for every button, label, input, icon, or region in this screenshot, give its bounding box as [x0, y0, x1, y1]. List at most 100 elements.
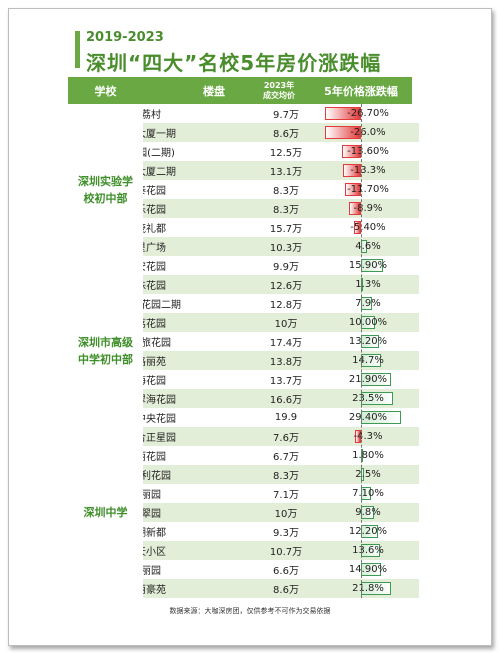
estate-name: 香格丽苑: [126, 357, 166, 368]
zero-axis-line: [361, 104, 362, 598]
change-label: -13.3%: [350, 165, 386, 176]
estate-name: 金翠园: [131, 509, 161, 520]
avg-price: 9.9万: [273, 262, 299, 273]
avg-price: 10.7万: [269, 547, 303, 558]
bar-negative: [353, 221, 361, 234]
estate-name: 东海花园: [126, 376, 166, 387]
change-label: -13.60%: [347, 146, 389, 157]
estate-name: 鹏城合正星园: [116, 433, 176, 444]
table-row: 嘉多利花园 8.3万 2.5%: [75, 465, 419, 484]
school-group-label: 深圳市高级中学初中部: [68, 275, 143, 427]
avg-price: 13.7万: [269, 376, 303, 387]
header-estate: 楼盘: [203, 84, 225, 98]
change-label: 21.90%: [348, 374, 388, 385]
estate-name: 振业翠海花园: [116, 395, 176, 406]
estate-name: 金茂礼都: [126, 224, 166, 235]
estate-name: 港中旅花园: [121, 338, 171, 349]
header-price-line1: 2023年: [263, 80, 295, 90]
table-row: 鹏城合正星园 7.6万 -4.3%: [75, 427, 419, 446]
estate-name: 嘉多利花园: [121, 471, 171, 482]
estate-name: 长乐花园: [126, 205, 166, 216]
avg-price: 17.4万: [269, 338, 303, 349]
table-row: 百花园(二期) 12.5万 -13.60%: [75, 142, 419, 161]
table-row: 东海花园 13.7万 21.90%: [75, 370, 419, 389]
estate-name: 柏丽花园: [126, 452, 166, 463]
change-label: -26.70%: [347, 108, 389, 119]
estate-name: 群星广场: [126, 243, 166, 254]
table-row: 红荔村 9.7万 -26.70%: [75, 104, 419, 123]
change-label: 21.8%: [352, 583, 384, 594]
bar-negative: [342, 164, 361, 177]
estate-name: 香珠花园: [126, 281, 166, 292]
change-label: 13.20%: [348, 336, 388, 347]
estate-name: 南天大厦一期: [116, 129, 176, 140]
header-change: 5年价格涨跌幅: [324, 84, 398, 98]
avg-price: 7.1万: [273, 490, 299, 501]
avg-price: 10万: [274, 509, 298, 520]
avg-price: 8.6万: [273, 129, 299, 140]
estate-name: 金丽豪苑: [126, 585, 166, 596]
title-accent-bar: [75, 31, 80, 68]
table-header: 学校 楼盘 2023年 成交均价 5年价格涨跌幅: [68, 77, 412, 104]
table-row: 金丽豪苑 8.6万 21.8%: [75, 579, 419, 598]
bar-negative: [325, 126, 361, 139]
avg-price: 6.6万: [273, 566, 299, 577]
avg-price: 9.7万: [273, 110, 299, 121]
change-label: 7.9%: [355, 298, 381, 309]
table-row: 南天大厦二期 13.1万 -13.3%: [75, 161, 419, 180]
avg-price: 10万: [274, 319, 298, 330]
avg-price: 12.5万: [269, 148, 303, 159]
avg-price: 8.6万: [273, 585, 299, 596]
bar-negative: [355, 430, 361, 443]
avg-price: 13.1万: [269, 167, 303, 178]
change-label: 9.8%: [355, 507, 381, 518]
avg-price: 12.8万: [269, 300, 303, 311]
table-row: 南天大厦一期 8.6万 -26.0%: [75, 123, 419, 142]
change-label: 14.90%: [348, 564, 388, 575]
avg-price: 19.9: [274, 412, 298, 423]
estate-name: 百花园(二期): [117, 148, 175, 159]
avg-price: 8.3万: [273, 471, 299, 482]
table-row: 群星广场 10.3万 4.6%: [75, 237, 419, 256]
bar-negative: [345, 183, 361, 196]
table-row: 香格丽苑 13.8万 14.7%: [75, 351, 419, 370]
school-name: 深圳实验学校初中部: [78, 174, 133, 205]
bar-negative: [348, 202, 361, 215]
table-row: 金茂礼都 15.7万 -5.40%: [75, 218, 419, 237]
avg-price: 6.7万: [273, 452, 299, 463]
chart-title: 深圳“四大”名校5年房价涨跌幅: [86, 51, 382, 75]
school-group-label: 深圳中学: [68, 427, 143, 598]
table-row: 龙丽园 7.1万 7.10%: [75, 484, 419, 503]
table-row: 香榭里花园二期 12.8万 7.9%: [75, 294, 419, 313]
avg-price: 8.3万: [273, 186, 299, 197]
estate-name: 香榭里花园二期: [111, 300, 181, 311]
header-price: 2023年 成交均价: [248, 77, 310, 104]
avg-price: 16.6万: [269, 395, 303, 406]
table-row: 金翠园 10万 9.8%: [75, 503, 419, 522]
estate-name: 香域中央花园: [116, 414, 176, 425]
change-label: -8.9%: [353, 203, 383, 214]
table-row: 香荔花园 10万 10.00%: [75, 313, 419, 332]
change-label: 1.3%: [355, 279, 381, 290]
change-label: 29.40%: [348, 412, 388, 423]
table-row: 振业翠海花园 16.6万 23.5%: [75, 389, 419, 408]
change-label: 4.6%: [355, 241, 381, 252]
avg-price: 8.3万: [273, 205, 299, 216]
change-label: 10.00%: [348, 317, 388, 328]
footer-source: 数据来源：大咖深房团，仅供参考不可作为交易依据: [169, 607, 331, 615]
change-label: 12.20%: [348, 526, 388, 537]
change-label: 15.90%: [348, 260, 388, 271]
change-label: -26.0%: [350, 127, 386, 138]
bar-negative: [342, 145, 361, 158]
change-label: 7.10%: [352, 488, 384, 499]
estate-name: 长安花园: [126, 262, 166, 273]
avg-price: 10.3万: [269, 243, 303, 254]
change-label: 23.5%: [352, 393, 384, 404]
table-row: 华丽园 6.6万 14.90%: [75, 560, 419, 579]
estate-name: 长泰花园: [126, 186, 166, 197]
estate-name: 华丽园: [131, 566, 161, 577]
avg-price: 15.7万: [269, 224, 303, 235]
estate-name: 南天大厦二期: [116, 167, 176, 178]
estate-name: 龙丽园: [131, 490, 161, 501]
table-row: 港中旅花园 17.4万 13.20%: [75, 332, 419, 351]
